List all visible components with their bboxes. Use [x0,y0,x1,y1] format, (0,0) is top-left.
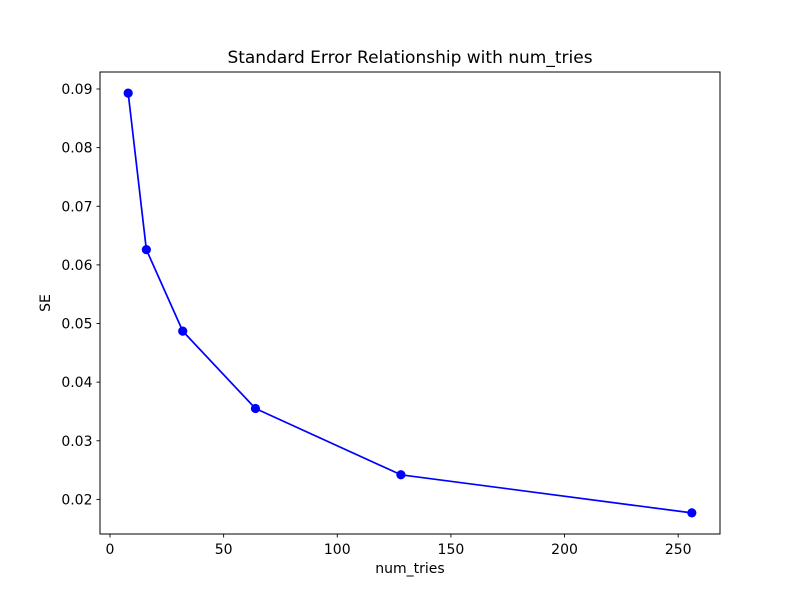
data-point [178,326,188,336]
x-axis-label: num_tries [375,561,444,577]
data-point [123,88,133,98]
y-tick-label: 0.09 [61,82,92,98]
series-line [127,92,693,514]
data-point [250,403,261,414]
y-tick-label: 0.08 [61,141,92,157]
x-tick-label: 250 [665,542,692,558]
data-point [396,470,406,480]
plot-layer: 0 50 100 150 200 250 0.02 0.03 0.04 0.05 0.06 0.07 0… [61,71,721,558]
chart-title: Standard Error Relationship with num_tri… [227,48,592,68]
x-tick-label: 100 [324,542,351,558]
x-tick-label: 150 [438,542,465,558]
data-point [141,245,151,255]
x-tick-label: 50 [215,542,233,558]
y-tick-label: 0.03 [61,434,92,450]
y-tick-label: 0.02 [61,492,92,508]
y-axis-label: SE [38,294,54,312]
x-tick-label: 0 [106,542,115,558]
axes-box [99,71,721,535]
y-tick-label: 0.07 [61,199,92,215]
y-tick-label: 0.06 [61,258,92,274]
x-tick-label: 200 [551,542,578,558]
data-point [687,508,697,518]
y-tick-label: 0.04 [61,375,92,391]
y-tick-label: 0.05 [61,317,92,333]
